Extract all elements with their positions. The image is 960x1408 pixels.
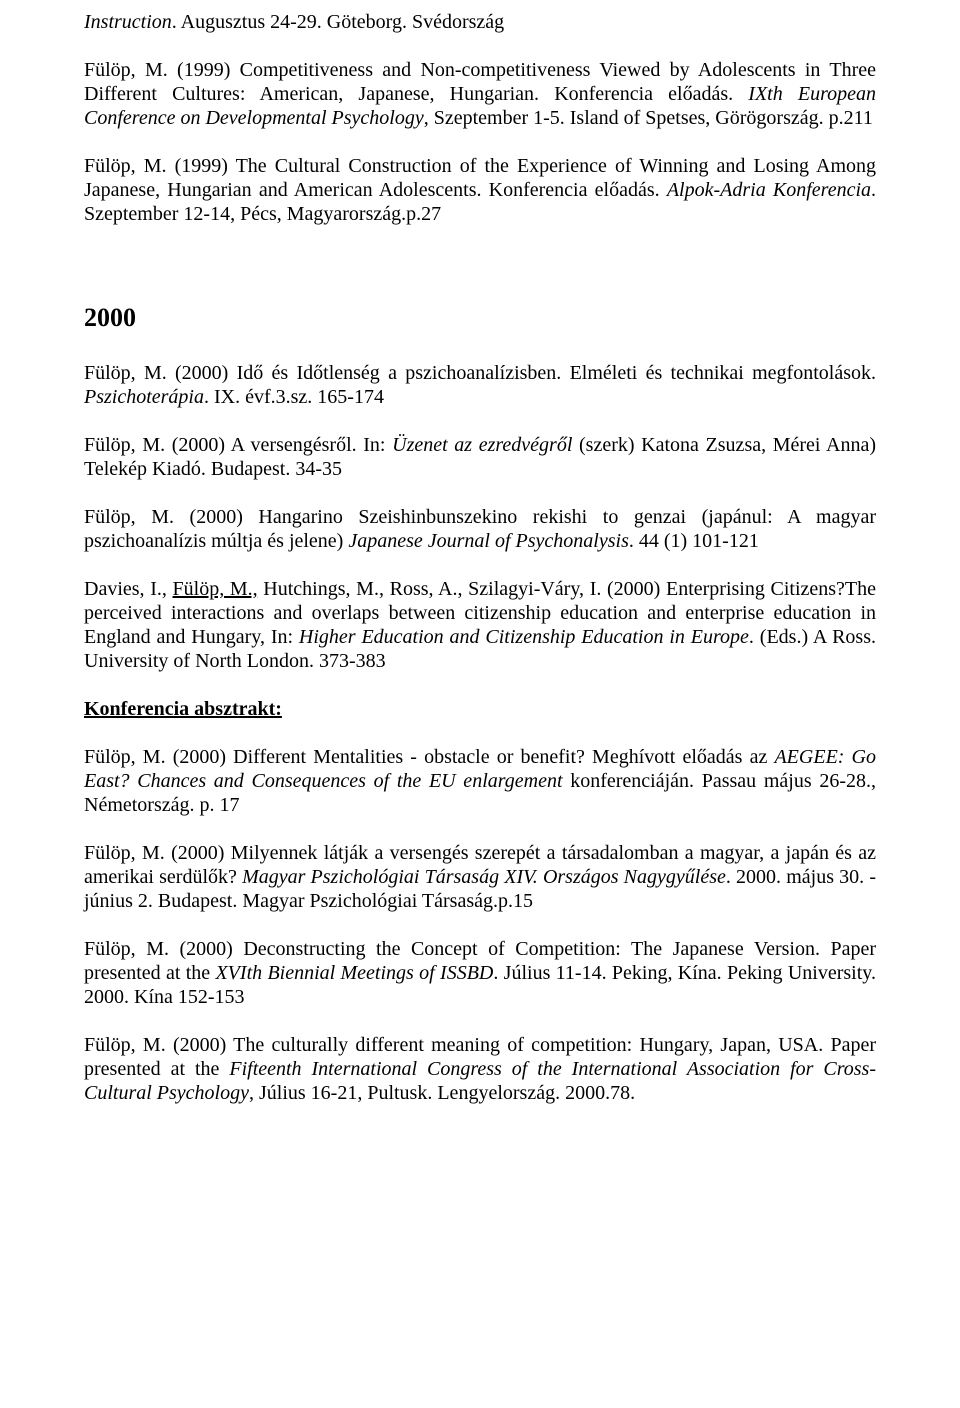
year-heading: 2000	[84, 302, 876, 333]
reference-tail: . IX. évf.3.sz. 165-174	[204, 386, 384, 408]
reference-entry: Fülöp, M. (2000) The culturally differen…	[84, 1033, 876, 1105]
reference-tail: , Július 16-21, Pultusk. Lengyelország. …	[249, 1082, 635, 1104]
reference-head: Fülöp, M. (2000) Idő és Időtlenség a psz…	[84, 362, 876, 384]
reference-entry: Fülöp, M. (2000) Idő és Időtlenség a psz…	[84, 361, 876, 409]
reference-entry: Fülöp, M. (1999) The Cultural Constructi…	[84, 154, 876, 226]
publication-title: Japanese Journal of Psychonalysis	[348, 530, 629, 552]
reference-head: Fülöp, M. (2000) A versengésről. In:	[84, 434, 392, 456]
reference-entry: Fülöp, M. (2000) Deconstructing the Conc…	[84, 937, 876, 1009]
reference-entry: Fülöp, M. (2000) Hangarino Szeishinbunsz…	[84, 505, 876, 553]
author-underlined: Fülöp, M.,	[173, 578, 258, 600]
section-heading: Konferencia absztrakt:	[84, 697, 876, 721]
reference-entry: Instruction. Augusztus 24-29. Göteborg. …	[84, 10, 876, 34]
reference-entry: Fülöp, M. (1999) Competitiveness and Non…	[84, 58, 876, 130]
publication-title: Higher Education and Citizenship Educati…	[299, 626, 749, 648]
publication-title: Instruction	[84, 11, 172, 33]
publication-title: XVIth Biennial Meetings of ISSBD	[215, 962, 493, 984]
reference-tail: . 44 (1) 101-121	[629, 530, 759, 552]
reference-entry: Fülöp, M. (2000) A versengésről. In: Üze…	[84, 433, 876, 481]
publication-title: Üzenet az ezredvégről	[392, 434, 572, 456]
reference-entry: Fülöp, M. (2000) Milyennek látják a vers…	[84, 841, 876, 913]
reference-head: Davies, I.,	[84, 578, 173, 600]
reference-tail: , Szeptember 1-5. Island of Spetses, Gör…	[424, 107, 873, 129]
reference-entry: Fülöp, M. (2000) Different Mentalities -…	[84, 745, 876, 817]
spacer	[84, 250, 876, 270]
publication-title: Alpok-Adria Konferencia	[667, 179, 871, 201]
reference-entry: Davies, I., Fülöp, M., Hutchings, M., Ro…	[84, 577, 876, 673]
reference-tail: . Augusztus 24-29. Göteborg. Svédország	[172, 11, 504, 33]
reference-head: Fülöp, M. (2000) Different Mentalities -…	[84, 746, 774, 768]
publication-title: Pszichoterápia	[84, 386, 204, 408]
publication-title: Magyar Pszichológiai Társaság XIV. Orszá…	[242, 866, 726, 888]
